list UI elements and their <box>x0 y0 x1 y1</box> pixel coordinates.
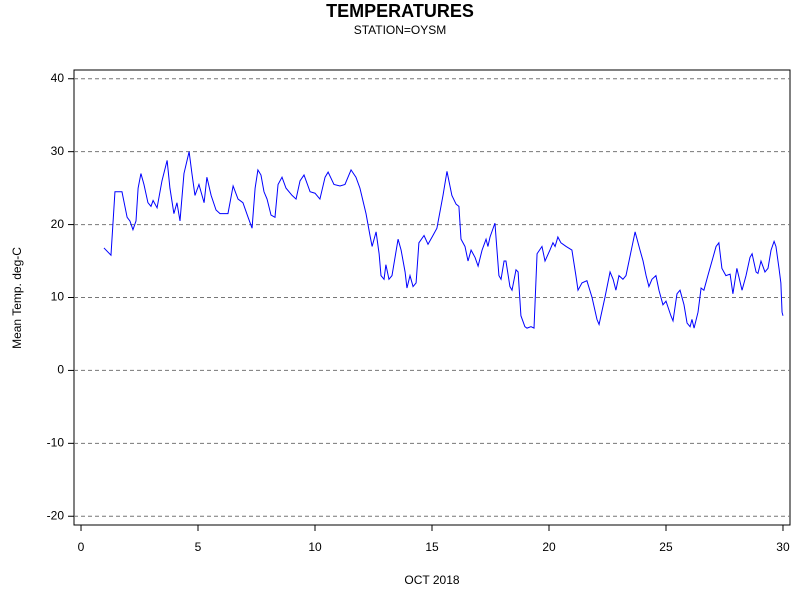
y-tick-label: 40 <box>51 71 65 85</box>
x-tick-label: 0 <box>78 540 85 554</box>
y-axis-label: Mean Temp. deg-C <box>10 247 24 349</box>
chart-title: TEMPERATURES <box>326 1 474 21</box>
x-tick-label: 10 <box>308 540 322 554</box>
data-line <box>103 151 784 329</box>
y-tick-label: 10 <box>51 290 65 304</box>
x-tick-label: 20 <box>542 540 556 554</box>
x-tick-label: 30 <box>776 540 790 554</box>
y-tick-label: -10 <box>47 436 65 450</box>
x-tick-label: 25 <box>659 540 673 554</box>
chart-subtitle: STATION=OYSM <box>354 23 447 37</box>
y-tick-label: -20 <box>47 508 65 522</box>
y-tick-label: 30 <box>51 144 65 158</box>
y-tick-label: 20 <box>51 217 65 231</box>
x-tick-label: 5 <box>195 540 202 554</box>
y-tick-label: 0 <box>57 363 64 377</box>
x-axis-label: OCT 2018 <box>404 573 459 587</box>
x-tick-label: 15 <box>425 540 439 554</box>
